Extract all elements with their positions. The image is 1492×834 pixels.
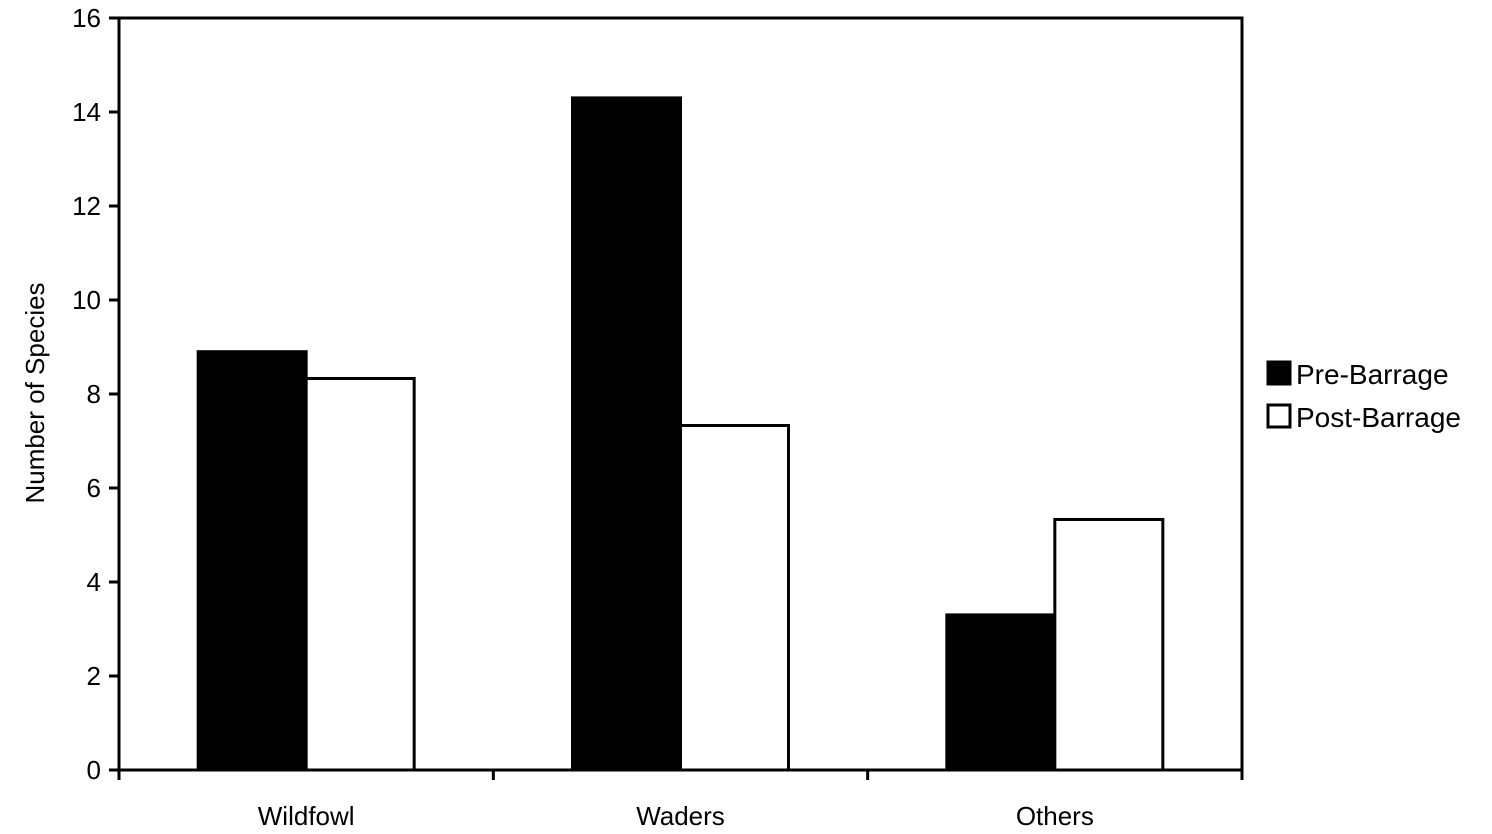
x-tick-label-wildfowl: Wildfowl <box>258 801 355 831</box>
legend-label-pre-barrage: Pre-Barrage <box>1296 359 1449 390</box>
y-tick-label-12: 12 <box>72 191 101 221</box>
bars-group <box>196 96 1165 772</box>
y-tick-label-0: 0 <box>87 755 101 785</box>
legend-label-post-barrage: Post-Barrage <box>1296 402 1461 433</box>
y-tick-label-8: 8 <box>87 379 101 409</box>
y-tick-label-10: 10 <box>72 285 101 315</box>
bar-pre-barrage-waders <box>571 96 682 772</box>
bar-pre-barrage-others <box>945 613 1057 772</box>
y-axis-title: Number of Species <box>20 282 50 503</box>
x-tick-label-others: Others <box>1016 801 1094 831</box>
y-tick-label-4: 4 <box>87 567 101 597</box>
y-tick-label-16: 16 <box>72 3 101 33</box>
bar-post-barrage-wildfowl <box>304 376 416 772</box>
y-tick-label-2: 2 <box>87 661 101 691</box>
legend: Pre-Barrage Post-Barrage <box>1266 359 1461 433</box>
x-tick-label-waders: Waders <box>636 801 725 831</box>
legend-swatch-pre-barrage <box>1266 360 1292 386</box>
legend-swatch-post-barrage <box>1266 403 1292 429</box>
y-tick-label-14: 14 <box>72 97 101 127</box>
ticks-group: 0 2 4 6 8 10 12 14 16 Wildfowl Waders Others <box>72 3 1244 831</box>
y-tick-label-6: 6 <box>87 473 101 503</box>
bar-post-barrage-others <box>1053 517 1165 772</box>
bar-pre-barrage-wildfowl <box>196 350 308 772</box>
bar-post-barrage-waders <box>679 423 790 772</box>
